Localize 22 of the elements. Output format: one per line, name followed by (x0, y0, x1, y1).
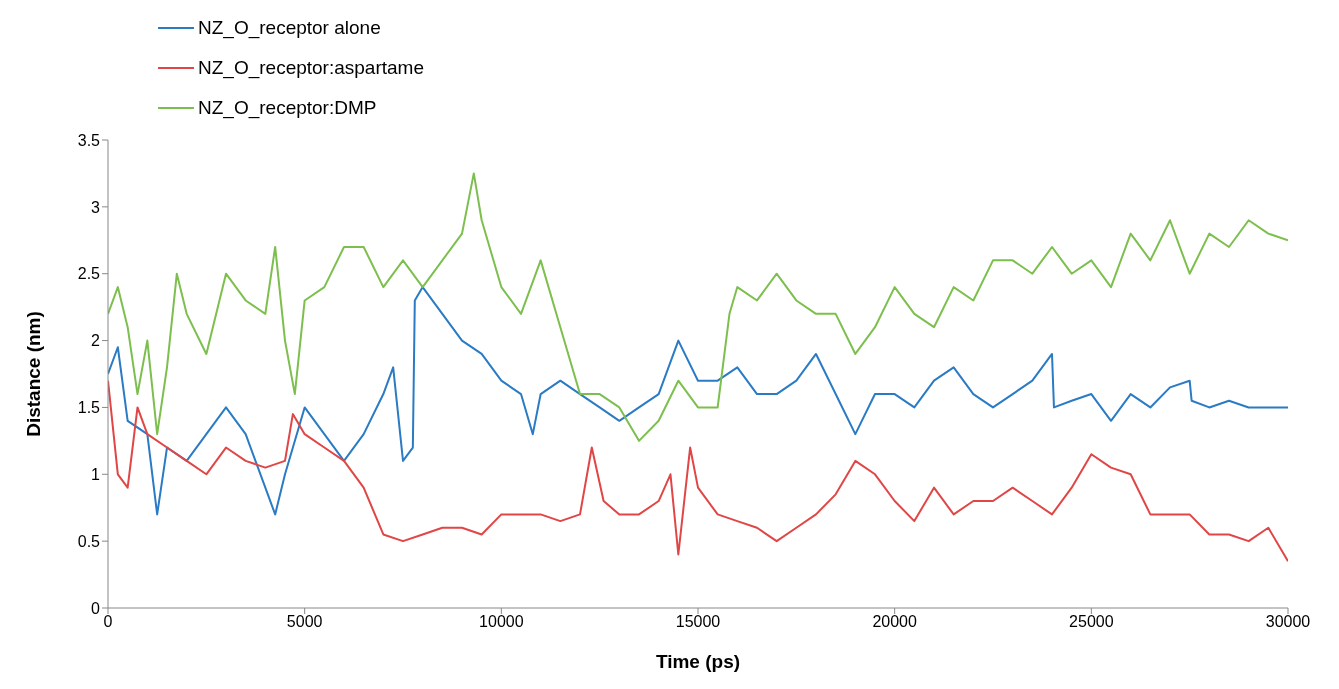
line-series (108, 286, 1288, 516)
legend-label: NZ_O_receptor:DMP (198, 97, 377, 119)
x-tick-label: 10000 (479, 613, 524, 631)
y-tick-label: 0 (91, 599, 101, 617)
y-tick-label: 0.5 (77, 532, 101, 550)
x-tick-label: 25000 (1069, 613, 1114, 631)
x-tick-label: 30000 (1265, 613, 1311, 631)
x-tick-label: 5000 (286, 613, 323, 631)
legend-label: NZ_O_receptor alone (198, 17, 381, 39)
legend-label: NZ_O_receptor:aspartame (198, 57, 424, 79)
y-tick-label: 2.5 (77, 265, 101, 283)
x-tick-label: 20000 (872, 613, 918, 631)
y-tick-label: 1 (91, 465, 101, 483)
line-series (108, 172, 1288, 442)
y-tick-label: 1.5 (77, 399, 101, 417)
y-axis-title: Distance (nm) (22, 311, 44, 437)
y-tick-label: 2 (91, 332, 101, 350)
x-axis-title: Time (ps) (655, 651, 741, 672)
y-tick-label: 3 (91, 198, 101, 216)
x-tick-label: 0 (103, 613, 113, 631)
x-tick-label: 15000 (675, 613, 721, 631)
y-tick-label: 3.5 (77, 131, 101, 149)
